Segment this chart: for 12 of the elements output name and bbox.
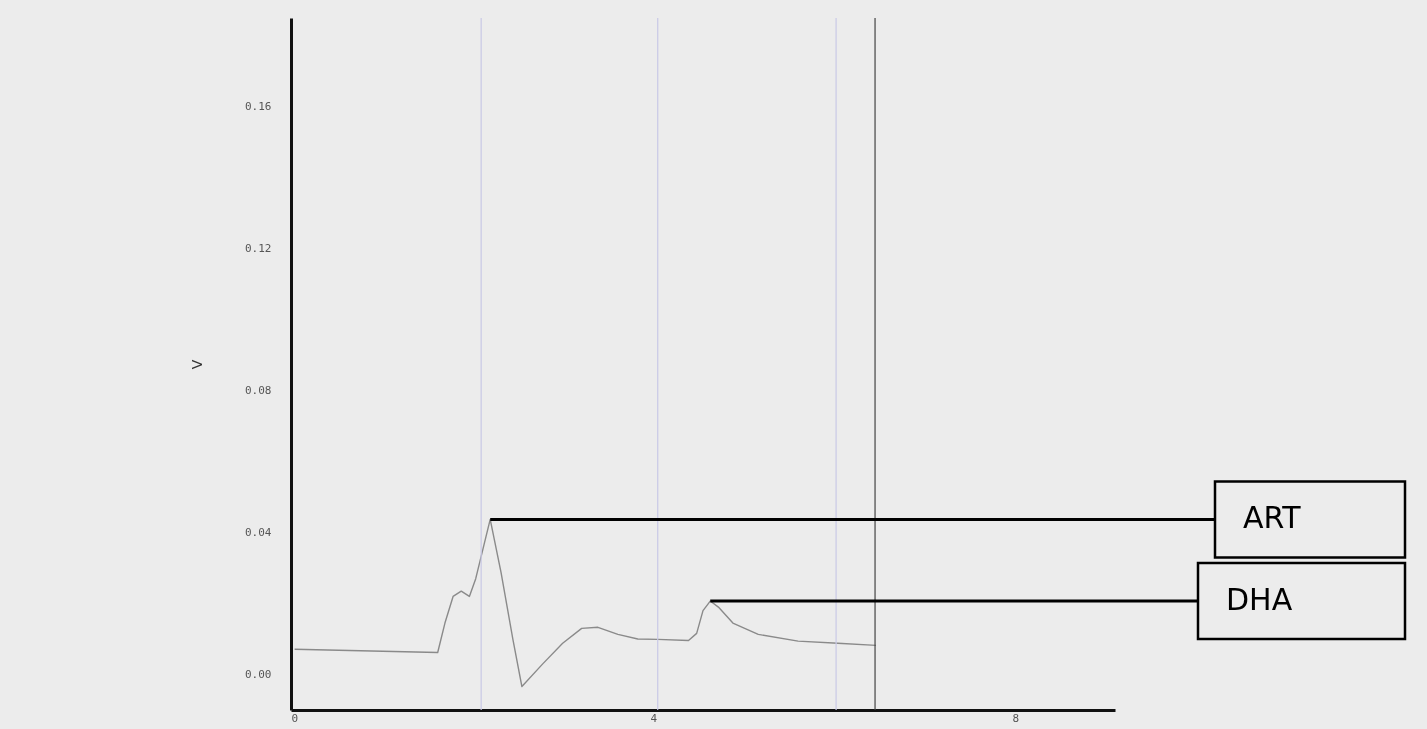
x-tick-label: 4: [650, 711, 658, 725]
annotation: DHA: [1226, 582, 1293, 618]
x-tick-label: 0: [291, 711, 299, 725]
y-tick-label: 0.04: [245, 526, 272, 540]
y-tick-label: 0.00: [245, 668, 272, 682]
y-tick-label: 0.08: [245, 384, 272, 398]
line-series: [293, 518, 877, 688]
y-tick-label: 0.12: [245, 242, 272, 256]
annotation: ART: [1243, 500, 1302, 536]
y-axis-title: V: [189, 359, 206, 370]
y-tick-label: 0.16: [245, 100, 272, 114]
x-tick-label: 8: [1012, 711, 1020, 725]
